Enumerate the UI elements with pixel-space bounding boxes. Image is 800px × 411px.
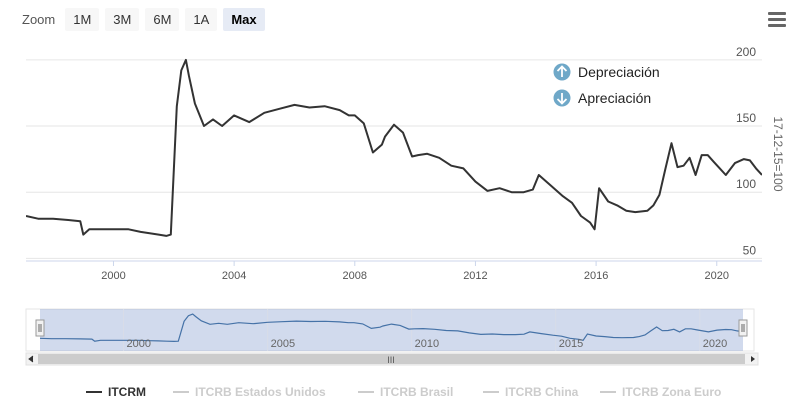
navigator-series-line: [39, 313, 744, 343]
legend-item[interactable]: ITCRB Zona Euro: [622, 385, 721, 399]
scrollbar[interactable]: III: [25, 352, 759, 366]
navigator-tick-label: 2010: [415, 338, 439, 350]
x-tick-label: 2000: [101, 270, 125, 282]
scrollbar-thumb[interactable]: [38, 354, 745, 364]
navigator-selection[interactable]: [40, 309, 743, 351]
navigator[interactable]: 2000 2005 2010 2015 2020: [25, 308, 755, 352]
navigator-tick-label: 2020: [703, 338, 727, 350]
legend-item[interactable]: ITCRM: [108, 385, 146, 399]
zoom-1m-button[interactable]: 1M: [65, 8, 100, 31]
zoom-label: Zoom: [22, 12, 56, 27]
x-tick-label: 2004: [222, 270, 246, 282]
itcrm-series-line[interactable]: [26, 58, 762, 237]
navigator-left-handle[interactable]: [35, 319, 45, 337]
navigator-tick-label: 2000: [127, 338, 151, 350]
y-axis-title: 17-12-15=100: [771, 116, 785, 191]
x-axis: 2000 2004 2008 2012 2016 2020: [26, 260, 762, 282]
x-tick-label: 2020: [705, 270, 729, 282]
x-tick-label: 2012: [463, 270, 487, 282]
navigator-tick-label: 2005: [271, 338, 295, 350]
legend-item[interactable]: ITCRB Brasil: [380, 385, 453, 399]
zoom-6m-button[interactable]: 6M: [145, 8, 180, 31]
zoom-1a-button[interactable]: 1A: [185, 8, 218, 31]
legend: ITCRM ITCRB Estados Unidos ITCRB Brasil ITC…: [86, 385, 721, 399]
y-tick-label: 50: [743, 243, 757, 257]
y-tick-label: 200: [736, 45, 756, 59]
apreciacion-annotation: Apreciación: [553, 89, 651, 107]
legend-item[interactable]: ITCRB China: [505, 385, 579, 399]
zoom-3m-button[interactable]: 3M: [105, 8, 140, 31]
grid-lines: [26, 59, 762, 259]
arrow-down-circle-icon: [553, 89, 571, 107]
arrow-up-circle-icon: [553, 63, 571, 81]
y-tick-label: 150: [736, 111, 756, 125]
x-tick-label: 2008: [343, 270, 367, 282]
depreciacion-annotation: Depreciación: [553, 63, 660, 81]
scroll-right-arrow-icon[interactable]: [751, 356, 755, 362]
navigator-tick-label: 2015: [559, 338, 583, 350]
hamburger-menu-icon[interactable]: [768, 12, 786, 28]
y-axis: 50 100 150 200: [736, 45, 756, 258]
x-tick-label: 2016: [584, 270, 608, 282]
scrollbar-grip: III: [387, 355, 395, 365]
scroll-left-arrow-icon[interactable]: [28, 355, 34, 363]
zoom-toolbar: Zoom 1M 3M 6M 1A Max: [22, 8, 265, 31]
apreciacion-label: Apreciación: [578, 90, 651, 106]
zoom-max-button[interactable]: Max: [223, 8, 265, 31]
y-tick-label: 100: [736, 177, 756, 191]
depreciacion-label: Depreciación: [578, 64, 660, 80]
legend-item[interactable]: ITCRB Estados Unidos: [195, 385, 326, 399]
navigator-right-handle[interactable]: [738, 319, 748, 337]
